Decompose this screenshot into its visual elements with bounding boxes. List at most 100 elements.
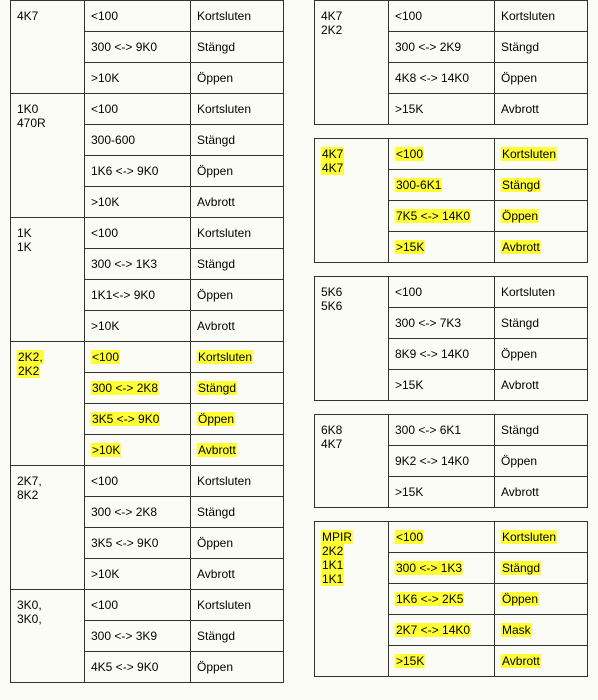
row-label: 1K1K (11, 218, 85, 342)
table-row: 2K2,2K2<100Kortsluten (11, 342, 284, 373)
range-cell: <100 (85, 94, 191, 125)
range-cell: 9K2 <-> 14K0 (389, 446, 495, 477)
state-cell: Stängd (495, 308, 588, 339)
state-cell: Kortsluten (191, 94, 284, 125)
row-label: 3K0,3K0, (11, 590, 85, 683)
state-cell: Avbrott (191, 311, 284, 342)
range-cell: >15K (389, 94, 495, 125)
row-label: 1K0470R (11, 94, 85, 218)
range-cell: 300 <-> 2K8 (85, 373, 191, 404)
state-cell: Mask (495, 615, 588, 646)
table-row: 4K72K2<100Kortsluten (315, 1, 588, 32)
state-cell: Öppen (495, 63, 588, 94)
row-label: 4K7 (11, 1, 85, 94)
state-cell: Kortsluten (191, 342, 284, 373)
range-cell: <100 (389, 1, 495, 32)
range-cell: 300 <-> 1K3 (85, 249, 191, 280)
row-label: 6K84K7 (315, 415, 389, 508)
state-cell: Stängd (191, 125, 284, 156)
table-row: 4K7<100Kortsluten (11, 1, 284, 32)
range-cell: 4K5 <-> 9K0 (85, 652, 191, 683)
range-cell: 1K6 <-> 2K5 (389, 584, 495, 615)
state-cell: Avbrott (191, 435, 284, 466)
range-cell: <100 (389, 139, 495, 170)
row-label: 4K72K2 (315, 1, 389, 125)
state-cell: Kortsluten (495, 1, 588, 32)
range-cell: <100 (389, 522, 495, 553)
range-cell: >10K (85, 187, 191, 218)
table-row: 5K65K6<100Kortsluten (315, 277, 588, 308)
state-cell: Stängd (191, 32, 284, 63)
range-cell: >10K (85, 311, 191, 342)
state-cell: Stängd (191, 621, 284, 652)
range-cell: >15K (389, 232, 495, 263)
state-cell: Stängd (495, 415, 588, 446)
range-cell: 300 <-> 2K8 (85, 497, 191, 528)
range-cell: 8K9 <-> 14K0 (389, 339, 495, 370)
range-cell: 2K7 <-> 14K0 (389, 615, 495, 646)
state-cell: Kortsluten (191, 466, 284, 497)
range-cell: <100 (85, 466, 191, 497)
state-cell: Öppen (495, 584, 588, 615)
state-cell: Öppen (191, 528, 284, 559)
state-cell: Avbrott (191, 187, 284, 218)
state-cell: Stängd (191, 373, 284, 404)
range-cell: <100 (85, 218, 191, 249)
row-label: MPIR2K21K11K1 (315, 522, 389, 677)
state-cell: Avbrott (495, 232, 588, 263)
range-cell: 1K1<-> 9K0 (85, 280, 191, 311)
range-cell: <100 (85, 1, 191, 32)
state-cell: Avbrott (191, 559, 284, 590)
table-row: 2K7,8K2<100Kortsluten (11, 466, 284, 497)
state-cell: Stängd (191, 249, 284, 280)
state-cell: Kortsluten (495, 522, 588, 553)
state-cell: Öppen (191, 63, 284, 94)
range-cell: 300 <-> 7K3 (389, 308, 495, 339)
state-cell: Öppen (495, 201, 588, 232)
state-cell: Stängd (191, 497, 284, 528)
range-cell: >15K (389, 370, 495, 401)
state-cell: Öppen (191, 156, 284, 187)
state-cell: Stängd (495, 170, 588, 201)
state-cell: Öppen (495, 446, 588, 477)
range-cell: 300 <-> 9K0 (85, 32, 191, 63)
table-row: 3K0,3K0,<100Kortsluten (11, 590, 284, 621)
range-cell: >10K (85, 435, 191, 466)
state-cell: Avbrott (495, 477, 588, 508)
range-cell: <100 (85, 342, 191, 373)
range-cell: 300 <-> 3K9 (85, 621, 191, 652)
state-cell: Kortsluten (495, 277, 588, 308)
row-label: 2K2,2K2 (11, 342, 85, 466)
state-cell: Avbrott (495, 94, 588, 125)
range-cell: 7K5 <-> 14K0 (389, 201, 495, 232)
range-cell: 300 <-> 6K1 (389, 415, 495, 446)
state-cell: Kortsluten (191, 218, 284, 249)
row-label: 5K65K6 (315, 277, 389, 401)
state-cell: Avbrott (495, 646, 588, 677)
state-cell: Kortsluten (191, 590, 284, 621)
range-cell: >10K (85, 559, 191, 590)
state-cell: Stängd (495, 32, 588, 63)
right-column: 4K72K2<100Kortsluten300 <-> 2K9Stängd4K8… (314, 0, 588, 683)
range-cell: >15K (389, 646, 495, 677)
reference-table: 4K72K2<100Kortsluten300 <-> 2K9Stängd4K8… (314, 0, 588, 677)
reference-table: 4K7<100Kortsluten300 <-> 9K0Stängd>10KÖp… (10, 0, 284, 683)
range-cell: 300 <-> 1K3 (389, 553, 495, 584)
range-cell: 1K6 <-> 9K0 (85, 156, 191, 187)
row-label: 2K7,8K2 (11, 466, 85, 590)
range-cell: 300-6K1 (389, 170, 495, 201)
state-cell: Kortsluten (495, 139, 588, 170)
row-label: 4K74K7 (315, 139, 389, 263)
range-cell: >10K (85, 63, 191, 94)
range-cell: >15K (389, 477, 495, 508)
state-cell: Öppen (191, 404, 284, 435)
range-cell: <100 (389, 277, 495, 308)
state-cell: Öppen (495, 339, 588, 370)
page: 4K7<100Kortsluten300 <-> 9K0Stängd>10KÖp… (0, 0, 598, 683)
range-cell: <100 (85, 590, 191, 621)
state-cell: Öppen (191, 652, 284, 683)
range-cell: 3K5 <-> 9K0 (85, 528, 191, 559)
range-cell: 3K5 <-> 9K0 (85, 404, 191, 435)
table-row: 1K0470R<100Kortsluten (11, 94, 284, 125)
table-row: MPIR2K21K11K1<100Kortsluten (315, 522, 588, 553)
